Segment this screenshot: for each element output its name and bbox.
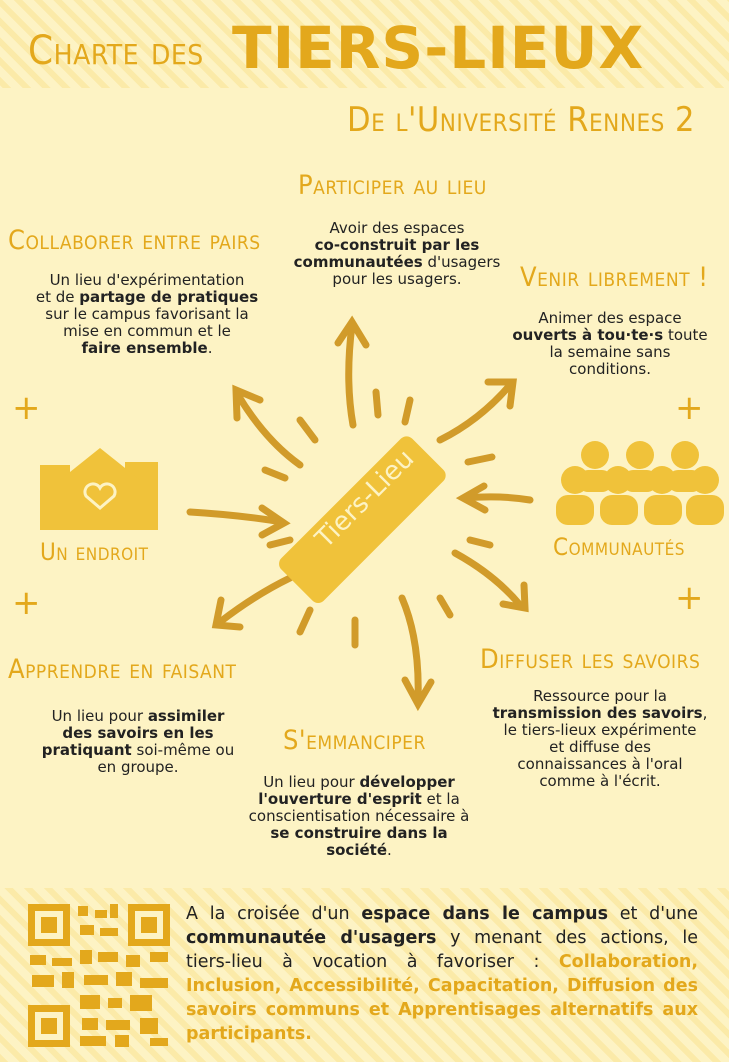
subtitle: De l'Université Rennes 2 xyxy=(347,100,695,140)
text-venir: Animer des espace ouverts à tou·te·s tout… xyxy=(512,309,708,378)
plus-decoration: + xyxy=(675,578,704,618)
plus-decoration: + xyxy=(12,388,41,428)
footer-values: Collaboration, Inclusion, Accessibilité,… xyxy=(186,952,698,1044)
arrow-right-in xyxy=(461,493,534,504)
arrow-down xyxy=(398,594,422,704)
arrow-upleft xyxy=(234,391,304,469)
plus-decoration: + xyxy=(12,583,41,623)
heading-apprendre: Apprendre en faisant xyxy=(8,654,237,685)
heart-icon xyxy=(83,482,117,510)
arrow-downright xyxy=(451,549,524,609)
text-collaborer: Un lieu d'expérimentation et de partage d… xyxy=(35,271,259,357)
text-emanciper: Un lieu pour développer l'ouverture d'esp… xyxy=(248,773,470,859)
arrow-downleft xyxy=(216,574,294,626)
title-prefix: Charte des xyxy=(28,28,204,74)
community-icon xyxy=(556,441,724,525)
heading-collaborer: Collaborer entre pairs xyxy=(8,225,261,256)
qr-code xyxy=(28,904,170,1047)
endroit-label: Un endroit xyxy=(40,538,149,566)
plus-decoration: + xyxy=(675,388,704,428)
heading-emanciper: S'emmanciper xyxy=(283,725,426,756)
arrow-upright xyxy=(436,381,514,444)
heading-diffuser: Diffuser les savoirs xyxy=(480,644,701,675)
heading-participer: Participer au lieu xyxy=(298,170,487,201)
heading-venir: Venir librement ! xyxy=(520,262,709,293)
text-participer: Avoir des espaces co-construit par les com… xyxy=(293,219,501,288)
text-diffuser: Ressource pour la transmission des savoir… xyxy=(492,687,708,790)
communautes-label: Communautés xyxy=(553,533,686,561)
text-apprendre: Un lieu pour assimiler des savoirs en les… xyxy=(41,707,235,776)
title-main: TIERS-LIEUX xyxy=(232,14,645,82)
arrow-up xyxy=(345,321,357,429)
footer-text: A la croisée d'un espace dans le campus … xyxy=(186,904,699,1044)
arrow-left-in xyxy=(186,508,286,526)
background-pattern-top xyxy=(0,0,729,105)
